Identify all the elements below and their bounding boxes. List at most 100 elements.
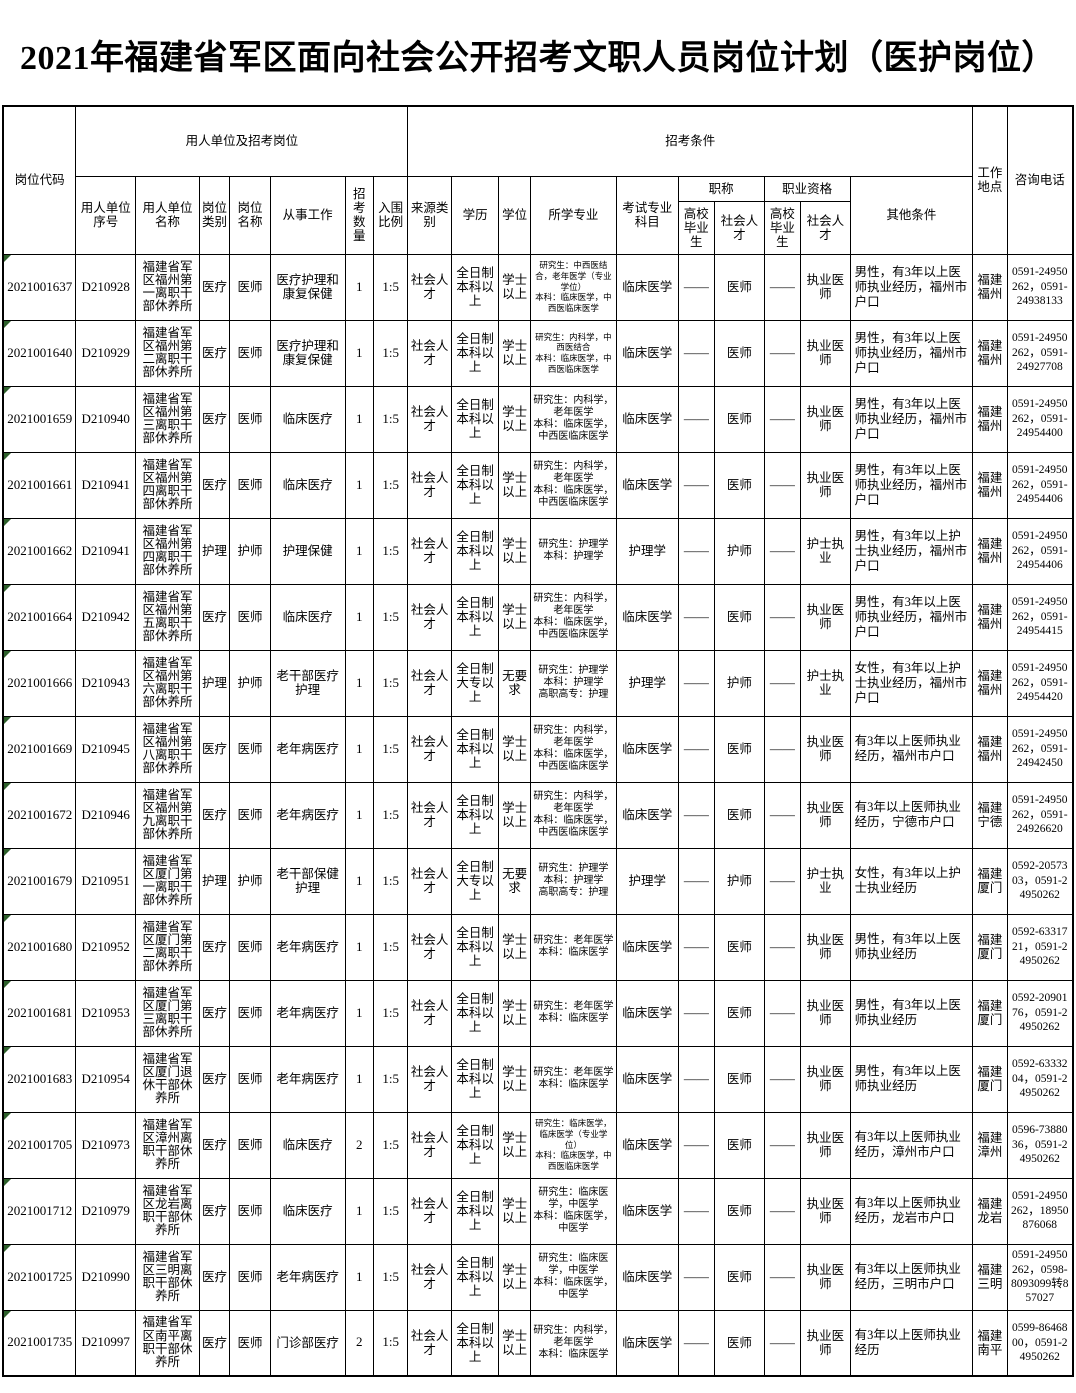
- cell-qual-social-talent: 执业医师: [800, 1177, 851, 1245]
- cell-exam-subject: 临床医学: [615, 1045, 679, 1113]
- cell-unit-name: 福建省军区漳州离职干部休养所: [135, 1111, 200, 1179]
- cell-work-location: 福建厦门: [972, 847, 1008, 915]
- cell-phone: 0591-24950262，0598-8093099转857027: [1006, 1243, 1074, 1311]
- table-row: 2021001679 D210951 福建省军区厦门第一离职干部休养所 护理 护…: [2, 847, 1074, 915]
- cell-degree: 学士以上: [498, 583, 531, 651]
- cell-post-name: 医师: [229, 1243, 271, 1311]
- cell-phone: 0592-2057303，0591-24950262: [1006, 847, 1074, 915]
- cell-degree: 学士以上: [498, 715, 531, 783]
- header-work-location: 工作地点: [972, 105, 1008, 255]
- cell-exam-subject: 临床医学: [615, 781, 679, 849]
- table-row: 2021001725 D210990 福建省军区三明离职干部休养所 医疗 医师 …: [2, 1243, 1074, 1311]
- cell-work-location: 福建宁德: [972, 781, 1008, 849]
- cell-work: 临床医疗: [269, 1177, 346, 1245]
- cell-unit-name: 福建省军区福州第八离职干部休养所: [135, 715, 200, 783]
- table-row: 2021001661 D210941 福建省军区福州第四离职干部休养所 医疗 医…: [2, 451, 1074, 519]
- cell-post-category: 护理: [198, 649, 231, 717]
- cell-post-code: 2021001640: [2, 319, 77, 387]
- cell-qual-college-grad: ——: [763, 1045, 802, 1113]
- header-employer-group: 用人单位及招考岗位: [75, 105, 409, 177]
- cell-title-college-grad: ——: [677, 583, 716, 651]
- cell-post-name: 医师: [229, 1111, 271, 1179]
- cell-exam-subject: 临床医学: [615, 253, 679, 321]
- header-degree: 学位: [498, 175, 531, 255]
- cell-post-category: 医疗: [198, 1177, 231, 1245]
- cell-other-conditions: 男性，有3年以上护士执业经历，福州市户口: [849, 517, 974, 585]
- cell-post-category: 医疗: [198, 913, 231, 981]
- cell-post-name: 医师: [229, 979, 271, 1047]
- cell-other-conditions: 男性，有3年以上医师执业经历，福州市户口: [849, 385, 974, 453]
- cell-recruit-count: 2: [344, 1111, 374, 1179]
- cell-major: 研究生：中西医结合，老年医学（专业学位） 本科：临床医学，中西医临床医学: [529, 253, 617, 321]
- header-unit-name: 用人单位名称: [135, 175, 200, 255]
- cell-title-social-talent: 护师: [714, 847, 765, 915]
- table-row: 2021001640 D210929 福建省军区福州第二离职干部休养所 医疗 医…: [2, 319, 1074, 387]
- cell-degree: 学士以上: [498, 781, 531, 849]
- cell-unit-name: 福建省军区福州第五离职干部休养所: [135, 583, 200, 651]
- job-plan-table: 岗位代码 用人单位及招考岗位 招考条件 工作地点 咨询电话 用人单位序号 用人单…: [2, 105, 1074, 1377]
- cell-work: 临床医疗: [269, 1111, 346, 1179]
- cell-major: 研究生：内科学，老年医学 本科：临床医学，中西医临床医学: [529, 451, 617, 519]
- cell-work-location: 福建厦门: [972, 913, 1008, 981]
- page-title: 2021年福建省军区面向社会公开招考文职人员岗位计划（医护岗位）: [20, 40, 1056, 77]
- cell-qual-college-grad: ——: [763, 385, 802, 453]
- cell-work: 老年病医疗: [269, 913, 346, 981]
- cell-unit-no: D210941: [75, 517, 137, 585]
- cell-source-type: 社会人才: [407, 253, 452, 321]
- cell-unit-no: D210997: [75, 1309, 137, 1377]
- cell-major: 研究生：老年医学 本科：临床医学: [529, 979, 617, 1047]
- cell-work-location: 福建福州: [972, 583, 1008, 651]
- cell-title-social-talent: 医师: [714, 979, 765, 1047]
- cell-unit-name: 福建省军区福州第六离职干部休养所: [135, 649, 200, 717]
- cell-exam-subject: 临床医学: [615, 319, 679, 387]
- cell-ratio: 1:5: [372, 1309, 409, 1377]
- cell-exam-subject: 临床医学: [615, 1309, 679, 1377]
- cell-post-code: 2021001712: [2, 1177, 77, 1245]
- cell-recruit-count: 1: [344, 319, 374, 387]
- cell-other-conditions: 男性，有3年以上医师执业经历: [849, 1045, 974, 1113]
- cell-education: 全日制本科以上: [450, 385, 500, 453]
- cell-exam-subject: 护理学: [615, 649, 679, 717]
- cell-work-location: 福建厦门: [972, 979, 1008, 1047]
- cell-phone: 0592-2090176，0591-24950262: [1006, 979, 1074, 1047]
- cell-qual-college-grad: ——: [763, 913, 802, 981]
- cell-post-code: 2021001669: [2, 715, 77, 783]
- cell-phone: 0592-6333204，0591-24950262: [1006, 1045, 1074, 1113]
- cell-qual-social-talent: 执业医师: [800, 1309, 851, 1377]
- cell-qual-social-talent: 执业医师: [800, 979, 851, 1047]
- cell-recruit-count: 1: [344, 1243, 374, 1311]
- cell-post-category: 医疗: [198, 1309, 231, 1377]
- cell-work-location: 福建漳州: [972, 1111, 1008, 1179]
- table-row: 2021001680 D210952 福建省军区厦门第二离职干部休养所 医疗 医…: [2, 913, 1074, 981]
- cell-unit-no: D210973: [75, 1111, 137, 1179]
- cell-degree: 学士以上: [498, 1177, 531, 1245]
- cell-post-name: 护师: [229, 649, 271, 717]
- cell-ratio: 1:5: [372, 715, 409, 783]
- cell-qual-social-talent: 护士执业: [800, 847, 851, 915]
- cell-source-type: 社会人才: [407, 1111, 452, 1179]
- header-qual-social-talent: 社会人才: [800, 200, 851, 255]
- cell-work-location: 福建福州: [972, 715, 1008, 783]
- cell-other-conditions: 有3年以上医师执业经历，福州市户口: [849, 715, 974, 783]
- cell-post-name: 医师: [229, 913, 271, 981]
- cell-post-category: 医疗: [198, 385, 231, 453]
- cell-title-social-talent: 医师: [714, 781, 765, 849]
- cell-exam-subject: 临床医学: [615, 715, 679, 783]
- cell-recruit-count: 1: [344, 583, 374, 651]
- table-row: 2021001662 D210941 福建省军区福州第四离职干部休养所 护理 护…: [2, 517, 1074, 585]
- cell-major: 研究生：内科学，中西医结合 本科：临床医学，中西医临床医学: [529, 319, 617, 387]
- cell-work: 老年病医疗: [269, 979, 346, 1047]
- cell-exam-subject: 临床医学: [615, 583, 679, 651]
- cell-phone: 0591-24950262，18950876068: [1006, 1177, 1074, 1245]
- cell-unit-name: 福建省军区南平离职干部休养所: [135, 1309, 200, 1377]
- cell-exam-subject: 护理学: [615, 517, 679, 585]
- cell-title-social-talent: 护师: [714, 649, 765, 717]
- cell-title-college-grad: ——: [677, 1177, 716, 1245]
- cell-source-type: 社会人才: [407, 781, 452, 849]
- cell-unit-no: D210953: [75, 979, 137, 1047]
- cell-phone: 0592-6331721，0591-24950262: [1006, 913, 1074, 981]
- cell-source-type: 社会人才: [407, 1309, 452, 1377]
- header-education: 学历: [450, 175, 500, 255]
- table-row: 2021001664 D210942 福建省军区福州第五离职干部休养所 医疗 医…: [2, 583, 1074, 651]
- cell-phone: 0591-24950262，0591-24926620: [1006, 781, 1074, 849]
